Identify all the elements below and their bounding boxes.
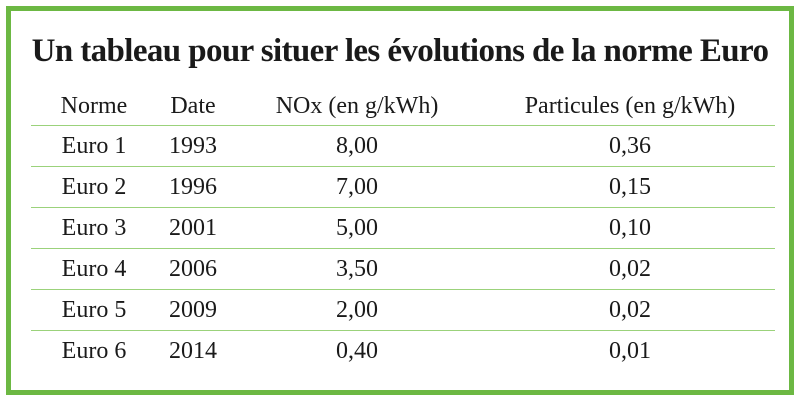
cell-nox: 0,40 xyxy=(336,337,378,364)
table-row: Euro 6 2014 0,40 0,01 xyxy=(31,330,775,372)
cell-norme: Euro 4 xyxy=(61,255,127,282)
table-frame: Un tableau pour situer les évolutions de… xyxy=(6,6,794,395)
cell-norme: Euro 5 xyxy=(61,296,127,323)
cell-particules: 0,36 xyxy=(609,132,651,159)
cell-date: 2001 xyxy=(169,214,217,241)
cell-particules: 0,01 xyxy=(609,337,651,364)
cell-date: 1996 xyxy=(169,173,217,200)
cell-nox: 3,50 xyxy=(336,255,378,282)
table-row: Euro 1 1993 8,00 0,36 xyxy=(31,125,775,167)
cell-nox: 2,00 xyxy=(336,296,378,323)
cell-particules: 0,10 xyxy=(609,214,651,241)
cell-norme: Euro 2 xyxy=(61,173,127,200)
euro-norms-table: Norme Date NOx (en g/kWh) Particules (en… xyxy=(31,88,775,371)
cell-norme: Euro 1 xyxy=(61,132,127,159)
column-header-nox: NOx (en g/kWh) xyxy=(275,93,439,119)
cell-norme: Euro 3 xyxy=(61,214,127,241)
cell-nox: 7,00 xyxy=(336,173,378,200)
cell-date: 2014 xyxy=(169,337,217,364)
column-header-particules: Particules (en g/kWh) xyxy=(524,93,736,119)
header-row: Norme Date NOx (en g/kWh) Particules (en… xyxy=(31,88,775,126)
cell-nox: 5,00 xyxy=(336,214,378,241)
table-title: Un tableau pour situer les évolutions de… xyxy=(31,33,769,69)
cell-particules: 0,15 xyxy=(609,173,651,200)
cell-date: 2006 xyxy=(169,255,217,282)
column-header-norme: Norme xyxy=(60,93,128,119)
cell-date: 1993 xyxy=(169,132,217,159)
cell-particules: 0,02 xyxy=(609,296,651,323)
table-row: Euro 4 2006 3,50 0,02 xyxy=(31,248,775,290)
cell-date: 2009 xyxy=(169,296,217,323)
table-row: Euro 3 2001 5,00 0,10 xyxy=(31,207,775,249)
cell-particules: 0,02 xyxy=(609,255,651,282)
cell-norme: Euro 6 xyxy=(61,337,127,364)
table-row: Euro 5 2009 2,00 0,02 xyxy=(31,289,775,331)
cell-nox: 8,00 xyxy=(336,132,378,159)
table-row: Euro 2 1996 7,00 0,15 xyxy=(31,166,775,208)
column-header-date: Date xyxy=(170,93,216,119)
